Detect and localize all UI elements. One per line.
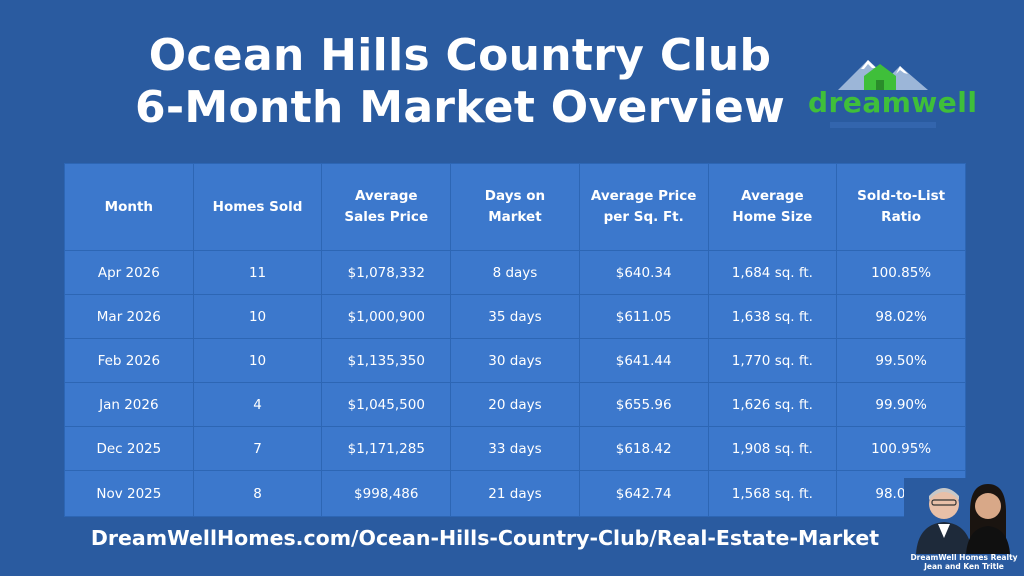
cell-homes-sold: 8 — [192, 470, 323, 517]
agents-portrait-icon — [904, 478, 1024, 554]
table-row: Dec 2025 7 $1,171,285 33 days $618.42 1,… — [64, 426, 966, 471]
house-mountain-icon — [838, 60, 928, 90]
cell-days-on-market: 8 days — [450, 250, 580, 295]
cell-average-sales-price: $1,045,500 — [321, 382, 452, 427]
cell-month: Jan 2026 — [64, 382, 194, 427]
cell-average-sales-price: $1,078,332 — [321, 250, 452, 295]
header-month: Month — [64, 163, 194, 251]
cell-price-per-sqft: $640.34 — [578, 250, 709, 295]
agents-company: DreamWell Homes Realty — [910, 553, 1018, 562]
cell-homes-sold: 7 — [192, 426, 323, 471]
cell-sold-to-list-ratio: 99.90% — [836, 382, 966, 427]
table-row: Jan 2026 4 $1,045,500 20 days $655.96 1,… — [64, 382, 966, 427]
cell-month: Apr 2026 — [64, 250, 194, 295]
cell-days-on-market: 20 days — [450, 382, 580, 427]
website-url: DreamWellHomes.com/Ocean-Hills-Country-C… — [90, 526, 880, 550]
page-title: Ocean Hills Country Club 6-Month Market … — [0, 30, 920, 134]
cell-average-sales-price: $1,135,350 — [321, 338, 452, 383]
cell-price-per-sqft: $618.42 — [578, 426, 709, 471]
logo-tagline-bar — [830, 122, 936, 128]
header-average-home-size: Average Home Size — [707, 163, 838, 251]
header-price-per-sqft: Average Price per Sq. Ft. — [578, 163, 709, 251]
header-homes-sold: Homes Sold — [192, 163, 323, 251]
dreamwell-logo: dreamwell — [808, 52, 978, 132]
market-table: Month Homes Sold Average Sales Price Day… — [64, 163, 966, 517]
cell-month: Feb 2026 — [64, 338, 194, 383]
header-average-sales-price: Average Sales Price — [321, 163, 452, 251]
table-row: Feb 2026 10 $1,135,350 30 days $641.44 1… — [64, 338, 966, 383]
cell-price-per-sqft: $641.44 — [578, 338, 709, 383]
cell-days-on-market: 30 days — [450, 338, 580, 383]
cell-month: Dec 2025 — [64, 426, 194, 471]
cell-sold-to-list-ratio: 100.95% — [836, 426, 966, 471]
cell-price-per-sqft: $655.96 — [578, 382, 709, 427]
cell-average-sales-price: $1,171,285 — [321, 426, 452, 471]
cell-average-home-size: 1,770 sq. ft. — [707, 338, 838, 383]
cell-homes-sold: 11 — [192, 250, 323, 295]
cell-homes-sold: 10 — [192, 294, 323, 339]
cell-average-home-size: 1,908 sq. ft. — [707, 426, 838, 471]
cell-sold-to-list-ratio: 98.02% — [836, 294, 966, 339]
header-days-on-market: Days on Market — [450, 163, 580, 251]
cell-sold-to-list-ratio: 99.50% — [836, 338, 966, 383]
title-line-1: Ocean Hills Country Club — [148, 30, 772, 81]
agents-names: Jean and Ken Tritle — [924, 562, 1004, 571]
cell-average-home-size: 1,638 sq. ft. — [707, 294, 838, 339]
cell-average-sales-price: $998,486 — [321, 470, 452, 517]
cell-average-home-size: 1,626 sq. ft. — [707, 382, 838, 427]
cell-price-per-sqft: $642.74 — [578, 470, 709, 517]
cell-days-on-market: 35 days — [450, 294, 580, 339]
table-row: Apr 2026 11 $1,078,332 8 days $640.34 1,… — [64, 250, 966, 295]
table-row: Mar 2026 10 $1,000,900 35 days $611.05 1… — [64, 294, 966, 339]
agents-caption: DreamWell Homes Realty Jean and Ken Trit… — [904, 553, 1024, 571]
table-row: Nov 2025 8 $998,486 21 days $642.74 1,56… — [64, 470, 966, 517]
cell-days-on-market: 21 days — [450, 470, 580, 517]
cell-average-home-size: 1,684 sq. ft. — [707, 250, 838, 295]
title-line-2: 6-Month Market Overview — [134, 82, 786, 133]
cell-price-per-sqft: $611.05 — [578, 294, 709, 339]
cell-average-home-size: 1,568 sq. ft. — [707, 470, 838, 517]
table-header-row: Month Homes Sold Average Sales Price Day… — [64, 163, 966, 251]
cell-month: Mar 2026 — [64, 294, 194, 339]
agent-photo: DreamWell Homes Realty Jean and Ken Trit… — [904, 478, 1024, 576]
cell-homes-sold: 10 — [192, 338, 323, 383]
cell-sold-to-list-ratio: 100.85% — [836, 250, 966, 295]
logo-text: dreamwell — [808, 86, 978, 119]
cell-month: Nov 2025 — [64, 470, 194, 517]
header-sold-to-list-ratio: Sold-to-List Ratio — [836, 163, 966, 251]
cell-homes-sold: 4 — [192, 382, 323, 427]
cell-days-on-market: 33 days — [450, 426, 580, 471]
cell-average-sales-price: $1,000,900 — [321, 294, 452, 339]
